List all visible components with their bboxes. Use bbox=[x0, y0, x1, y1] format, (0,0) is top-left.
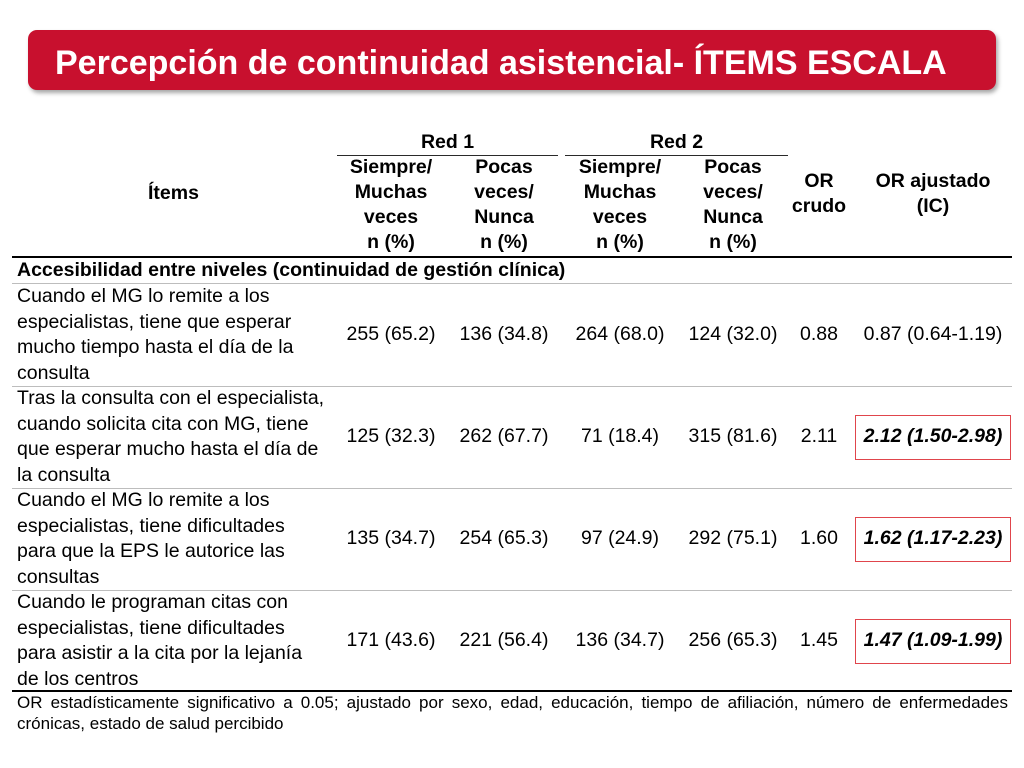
cell-or-crudo: 1.60 bbox=[800, 527, 838, 550]
header-bottom-rule bbox=[12, 256, 1012, 258]
cell-red2-pocas: 256 (65.3) bbox=[688, 629, 778, 652]
section-label: Accesibilidad entre niveles (continuidad… bbox=[17, 259, 566, 281]
cell-red2-pocas: 315 (81.6) bbox=[688, 425, 778, 448]
cell-or-crudo: 1.45 bbox=[800, 629, 838, 652]
cell-red1-siempre: 125 (32.3) bbox=[346, 425, 436, 448]
cell-or-ajustado: 2.12 (1.50-2.98) bbox=[855, 386, 1011, 488]
cell-or-ajustado: 1.47 (1.09-1.99) bbox=[855, 590, 1011, 692]
row-item-text: Tras la consulta con el especialista, cu… bbox=[17, 387, 325, 486]
row-separator bbox=[12, 386, 1012, 387]
cell-red2-siempre: 264 (68.0) bbox=[575, 323, 665, 346]
header-or-crudo: OR crudo bbox=[791, 169, 847, 217]
header-red1-pocas: Pocas veces/ Nunca n (%) bbox=[474, 156, 534, 253]
cell-red2-siempre: 97 (24.9) bbox=[580, 527, 660, 550]
table-footnote: OR estadísticamente significativo a 0.05… bbox=[17, 693, 1008, 733]
header-or-ajustado: OR ajustado (IC) bbox=[875, 169, 991, 217]
header-items: Ítems bbox=[148, 182, 199, 204]
cell-or-ajustado: 0.87 (0.64-1.19) bbox=[855, 284, 1011, 386]
cell-or-ajustado: 1.62 (1.17-2.23) bbox=[855, 488, 1011, 590]
or-ajustado-value: 1.62 (1.17-2.23) bbox=[855, 516, 1011, 562]
header-group-red1-underline bbox=[337, 155, 558, 156]
header-red2-siempre: Siempre/ Muchas veces n (%) bbox=[578, 156, 662, 253]
cell-or-crudo: 2.11 bbox=[800, 425, 838, 448]
row-item-text: Cuando le programan citas con especialis… bbox=[17, 591, 303, 690]
header-red2-pocas: Pocas veces/ Nunca n (%) bbox=[703, 156, 763, 253]
cell-red1-pocas: 221 (56.4) bbox=[459, 629, 549, 652]
header-group-red2-underline bbox=[565, 155, 788, 156]
row-item-text: Cuando el MG lo remite a los especialist… bbox=[17, 489, 285, 588]
header-group-red2: Red 2 bbox=[649, 131, 704, 153]
header-red1-siempre: Siempre/ Muchas veces n (%) bbox=[349, 156, 433, 253]
cell-red1-pocas: 136 (34.8) bbox=[459, 323, 549, 346]
or-ajustado-value: 2.12 (1.50-2.98) bbox=[855, 414, 1011, 460]
or-ajustado-value: 1.47 (1.09-1.99) bbox=[855, 618, 1011, 664]
title-bar: Percepción de continuidad asistencial- Í… bbox=[28, 30, 996, 90]
cell-red1-pocas: 262 (67.7) bbox=[459, 425, 549, 448]
cell-red2-siempre: 136 (34.7) bbox=[575, 629, 665, 652]
section-rule bbox=[12, 283, 1012, 284]
cell-red2-pocas: 292 (75.1) bbox=[688, 527, 778, 550]
header-group-red1: Red 1 bbox=[420, 131, 475, 153]
cell-red1-siempre: 171 (43.6) bbox=[346, 629, 436, 652]
cell-red2-siempre: 71 (18.4) bbox=[580, 425, 660, 448]
row-separator bbox=[12, 590, 1012, 591]
cell-red2-pocas: 124 (32.0) bbox=[688, 323, 778, 346]
cell-red1-siempre: 255 (65.2) bbox=[346, 323, 436, 346]
or-ajustado-value: 0.87 (0.64-1.19) bbox=[863, 323, 1003, 346]
cell-or-crudo: 0.88 bbox=[800, 323, 838, 346]
slide-title: Percepción de continuidad asistencial- Í… bbox=[55, 44, 947, 82]
table-bottom-rule bbox=[12, 690, 1012, 692]
cell-red1-pocas: 254 (65.3) bbox=[459, 527, 549, 550]
row-separator bbox=[12, 488, 1012, 489]
cell-red1-siempre: 135 (34.7) bbox=[346, 527, 436, 550]
row-item-text: Cuando el MG lo remite a los especialist… bbox=[17, 285, 294, 384]
